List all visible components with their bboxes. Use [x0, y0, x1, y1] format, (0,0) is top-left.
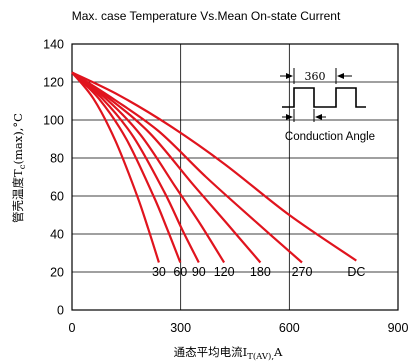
series-label-dc: DC [347, 265, 365, 279]
y-tick-label: 80 [50, 152, 64, 166]
series-curve-180 [71, 71, 262, 264]
y-tick-label: 140 [43, 38, 64, 52]
x-tick-label: 600 [279, 321, 300, 335]
cond-arrowhead-right [315, 114, 322, 120]
chart-title: Max. case Temperature Vs.Mean On-state C… [72, 9, 341, 23]
series-curve-270 [71, 71, 303, 264]
series-label-90: 90 [192, 265, 206, 279]
x-axis-label: 通态平均电流IT(AV),A [174, 345, 283, 362]
series-curves [71, 71, 357, 264]
x-tick-label: 900 [388, 321, 409, 335]
conduction-angle-inset: 360 Conduction Angle [280, 68, 375, 143]
y-tick-label: 120 [43, 76, 64, 90]
cond-arrowhead-left [286, 114, 293, 120]
series-label-120: 120 [214, 265, 235, 279]
y-tick-label: 100 [43, 114, 64, 128]
series-curve-90 [71, 71, 200, 263]
angle-arrowhead-right [337, 73, 344, 79]
x-tick-label: 300 [170, 321, 191, 335]
conduction-waveform [282, 87, 366, 108]
y-tick-label: 20 [50, 266, 64, 280]
x-tick-label: 0 [69, 321, 76, 335]
series-label-60: 60 [173, 265, 187, 279]
series-curve-60 [71, 71, 182, 263]
y-axis-label: 管壳温度Tc(max),°C [11, 113, 28, 223]
y-tick-label: 40 [50, 228, 64, 242]
y-tick-label: 60 [50, 190, 64, 204]
series-label-270: 270 [292, 265, 313, 279]
conduction-angle-label: Conduction Angle [285, 131, 375, 143]
series-curve-dc [71, 71, 357, 262]
series-curve-120 [71, 71, 226, 264]
axis-ticks: 0 20 40 60 80 100 120 140 0 300 600 900 [43, 38, 408, 336]
angle-value: 360 [305, 70, 326, 83]
plot-frame [71, 43, 399, 311]
series-label-180: 180 [250, 265, 271, 279]
series-label-30: 30 [152, 265, 166, 279]
series-labels: 30 60 90 120 180 270 DC [152, 265, 365, 279]
series-curve-30 [71, 71, 160, 263]
angle-arrowhead-left [286, 73, 293, 79]
y-tick-label: 0 [57, 304, 64, 318]
